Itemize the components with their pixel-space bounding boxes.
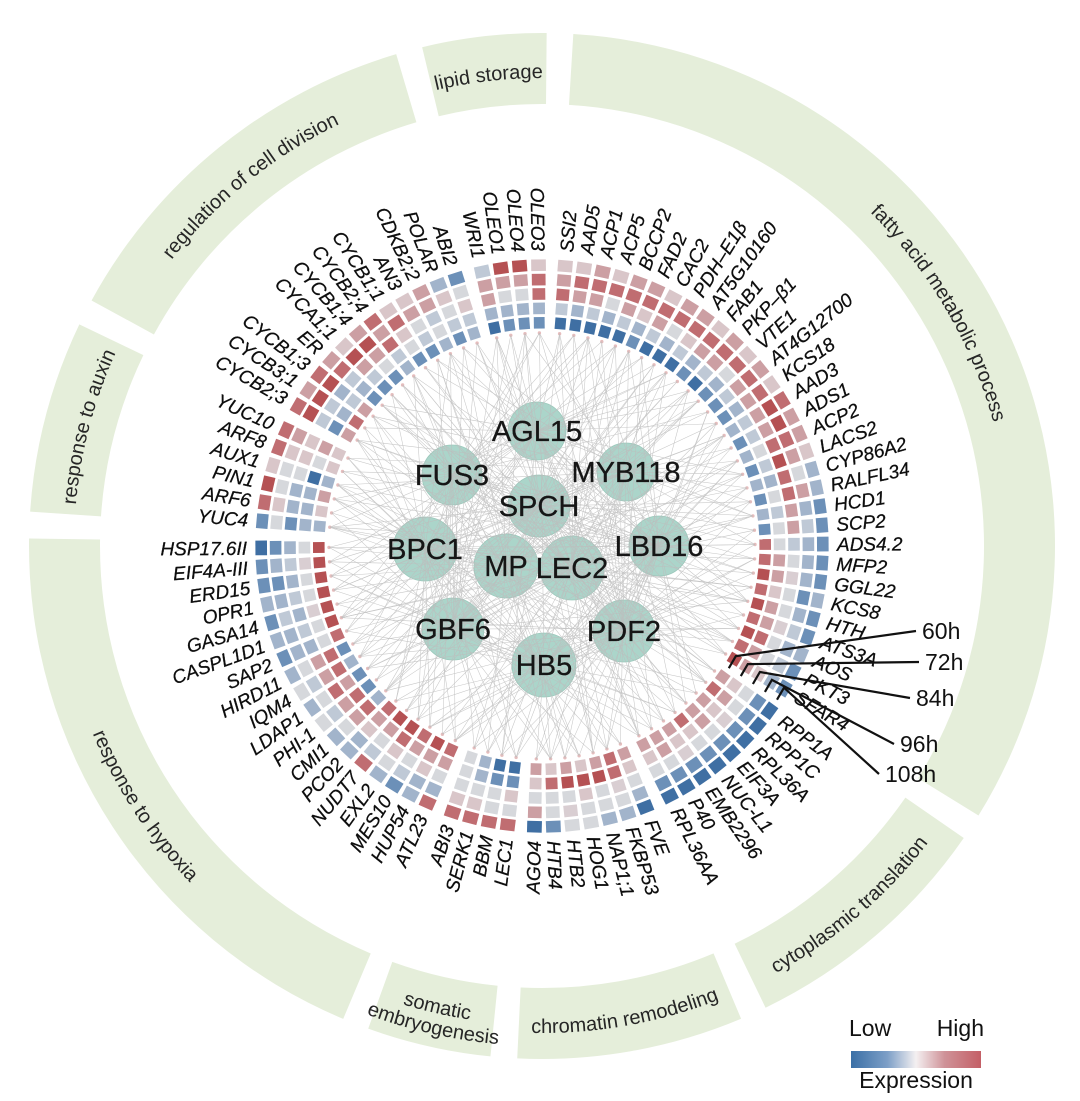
svg-text:Low: Low <box>849 1015 892 1041</box>
svg-text:72h: 72h <box>925 649 963 675</box>
svg-text:96h: 96h <box>900 731 938 757</box>
svg-text:AGO4: AGO4 <box>523 841 545 895</box>
svg-text:FUS3: FUS3 <box>415 460 489 492</box>
svg-text:MFP2: MFP2 <box>836 555 888 579</box>
svg-text:AGL15: AGL15 <box>492 416 582 448</box>
svg-text:BPC1: BPC1 <box>387 534 463 566</box>
svg-text:HTB4: HTB4 <box>542 840 565 889</box>
svg-text:BBM: BBM <box>470 834 498 879</box>
svg-text:MP: MP <box>484 551 528 583</box>
svg-text:OLEO4: OLEO4 <box>502 188 528 253</box>
svg-text:Expression: Expression <box>859 1067 973 1093</box>
svg-text:High: High <box>937 1015 984 1041</box>
svg-text:HTB2: HTB2 <box>562 838 588 889</box>
svg-text:HB5: HB5 <box>516 650 572 682</box>
svg-text:HSP17.6II: HSP17.6II <box>160 539 247 561</box>
svg-text:MYB118: MYB118 <box>571 457 680 489</box>
svg-text:SPCH: SPCH <box>499 491 580 523</box>
svg-text:60h: 60h <box>922 618 960 644</box>
svg-text:ADS4.2: ADS4.2 <box>836 534 903 555</box>
svg-text:SSI2: SSI2 <box>557 210 581 253</box>
svg-text:YUC4: YUC4 <box>197 506 249 531</box>
svg-text:LBD16: LBD16 <box>615 531 704 563</box>
svg-text:SCP2: SCP2 <box>836 511 887 536</box>
svg-text:LEC2: LEC2 <box>536 553 609 585</box>
svg-text:OLEO3: OLEO3 <box>526 188 548 252</box>
svg-text:GBF6: GBF6 <box>415 614 491 646</box>
svg-text:108h: 108h <box>885 761 936 787</box>
svg-text:PDF2: PDF2 <box>587 616 661 648</box>
svg-text:84h: 84h <box>916 685 954 711</box>
